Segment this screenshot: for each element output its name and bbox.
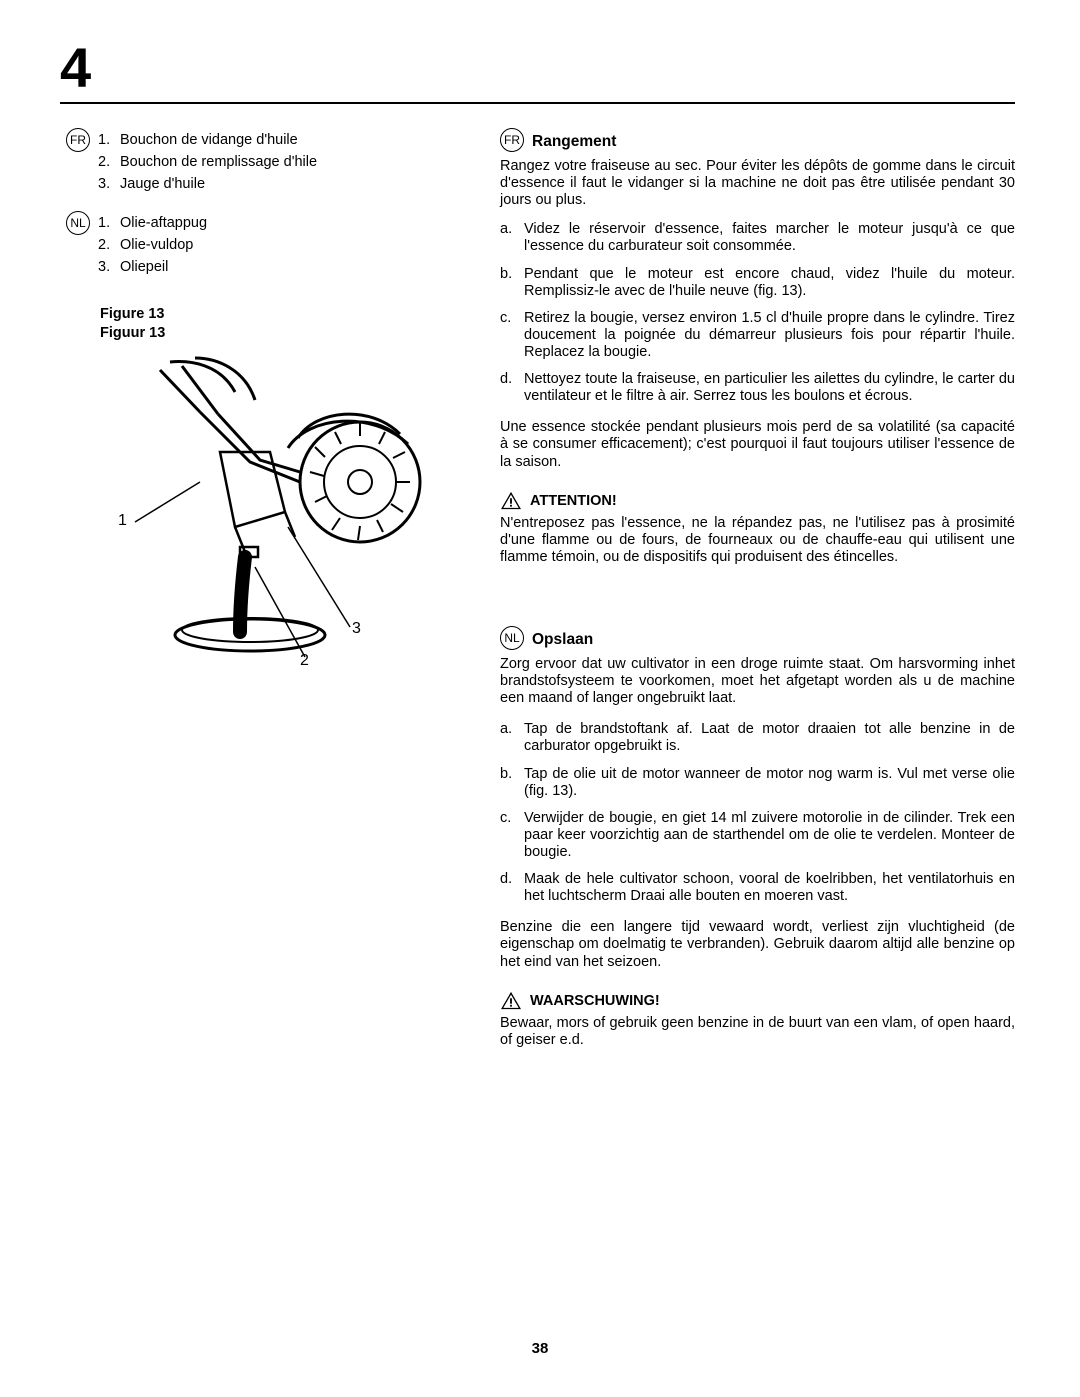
figure-label-2: 2 — [300, 652, 309, 670]
step-text: Retirez la bougie, versez environ 1.5 cl… — [524, 310, 1015, 361]
fr-warning-label: ATTENTION! — [530, 493, 617, 509]
step-item: c.Retirez la bougie, versez environ 1.5 … — [500, 310, 1015, 361]
figure-label-3: 3 — [352, 620, 361, 638]
step-text: Maak de hele cultivator schoon, vooral d… — [524, 871, 1015, 905]
list-item-text: Oliepeil — [120, 257, 168, 279]
nl-badge-icon: NL — [500, 626, 524, 650]
step-text: Tap de brandstoftank af. Laat de motor d… — [524, 721, 1015, 755]
step-text: Verwijder de bougie, en giet 14 ml zuive… — [524, 810, 1015, 861]
step-item: b.Pendant que le moteur est encore chaud… — [500, 266, 1015, 300]
figure-caption: Figure 13 Figuur 13 — [100, 305, 470, 344]
figure-label-1: 1 — [118, 512, 127, 530]
fr-outro: Une essence stockée pendant plusieurs mo… — [500, 419, 1015, 470]
list-item-text: Bouchon de remplissage d'hile — [120, 152, 317, 174]
list-item: 2.Olie-vuldop — [98, 235, 207, 257]
warning-triangle-icon — [500, 991, 522, 1011]
list-item: 2.Bouchon de remplissage d'hile — [98, 152, 317, 174]
fr-badge-icon: FR — [66, 128, 90, 152]
nl-outro: Benzine die een langere tijd vewaard wor… — [500, 919, 1015, 970]
list-item-text: Jauge d'huile — [120, 174, 205, 196]
right-column: FR Rangement Rangez votre fraiseuse au s… — [500, 130, 1015, 1061]
list-item-text: Bouchon de vidange d'huile — [120, 130, 298, 152]
figure-caption-line2: Figuur 13 — [100, 324, 470, 344]
fr-section-header: FR Rangement — [500, 130, 1015, 154]
page-number: 38 — [0, 1340, 1080, 1357]
header-divider — [60, 102, 1015, 104]
step-text: Pendant que le moteur est encore chaud, … — [524, 266, 1015, 300]
nl-section-title: Opslaan — [532, 631, 593, 649]
fr-warning-text: N'entreposez pas l'essence, ne la répand… — [500, 515, 1015, 566]
fr-badge-icon: FR — [500, 128, 524, 152]
nl-warning-header: WAARSCHUWING! — [500, 991, 1015, 1011]
warning-triangle-icon — [500, 491, 522, 511]
nl-warning-text: Bewaar, mors of gebruik geen benzine in … — [500, 1015, 1015, 1049]
list-item: 3.Jauge d'huile — [98, 174, 317, 196]
nl-warning-label: WAARSCHUWING! — [530, 993, 660, 1009]
step-item: b.Tap de olie uit de motor wanneer de mo… — [500, 766, 1015, 800]
list-item: 1.Bouchon de vidange d'huile — [98, 130, 317, 152]
fr-warning-header: ATTENTION! — [500, 491, 1015, 511]
fr-section-title: Rangement — [532, 133, 616, 151]
nl-steps: a.Tap de brandstoftank af. Laat de motor… — [500, 721, 1015, 905]
nl-intro: Zorg ervoor dat uw cultivator in een dro… — [500, 656, 1015, 707]
tiller-diagram-icon — [100, 352, 430, 662]
step-item: c.Verwijder de bougie, en giet 14 ml zui… — [500, 810, 1015, 861]
nl-section-header: NL Opslaan — [500, 628, 1015, 652]
list-item: 3.Oliepeil — [98, 257, 207, 279]
step-text: Nettoyez toute la fraiseuse, en particul… — [524, 371, 1015, 405]
fr-list-block: FR 1.Bouchon de vidange d'huile 2.Boucho… — [66, 130, 470, 195]
chapter-number: 4 — [60, 40, 1015, 96]
nl-badge-icon: NL — [66, 211, 90, 235]
figure-caption-line1: Figure 13 — [100, 305, 470, 325]
step-item: a.Tap de brandstoftank af. Laat de motor… — [500, 721, 1015, 755]
list-item: 1.Olie-aftappug — [98, 213, 207, 235]
step-text: Videz le réservoir d'essence, faites mar… — [524, 221, 1015, 255]
step-item: a.Videz le réservoir d'essence, faites m… — [500, 221, 1015, 255]
step-item: d.Nettoyez toute la fraiseuse, en partic… — [500, 371, 1015, 405]
nl-list-block: NL 1.Olie-aftappug 2.Olie-vuldop 3.Oliep… — [66, 213, 470, 278]
fr-intro: Rangez votre fraiseuse au sec. Pour évit… — [500, 158, 1015, 209]
step-item: d.Maak de hele cultivator schoon, vooral… — [500, 871, 1015, 905]
left-column: FR 1.Bouchon de vidange d'huile 2.Boucho… — [60, 130, 470, 1061]
list-item-text: Olie-vuldop — [120, 235, 193, 257]
fr-steps: a.Videz le réservoir d'essence, faites m… — [500, 221, 1015, 405]
step-text: Tap de olie uit de motor wanneer de moto… — [524, 766, 1015, 800]
list-item-text: Olie-aftappug — [120, 213, 207, 235]
figure-13: 1 2 3 — [100, 352, 430, 682]
